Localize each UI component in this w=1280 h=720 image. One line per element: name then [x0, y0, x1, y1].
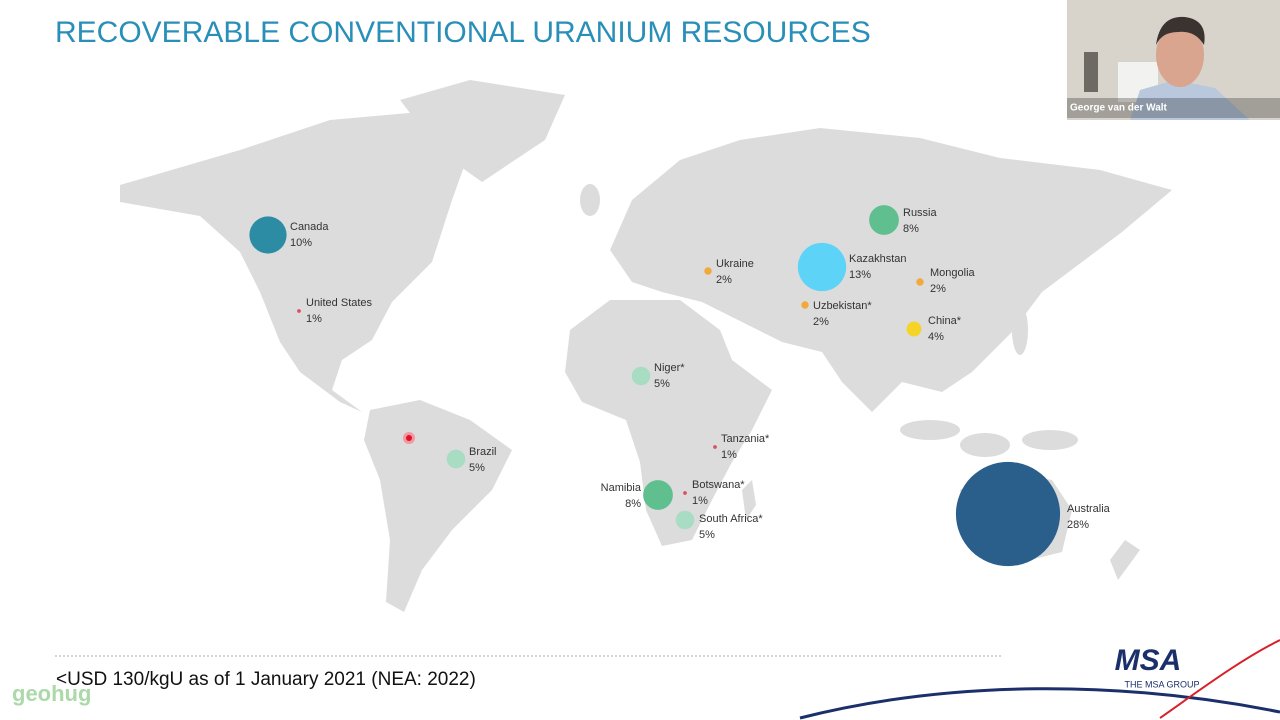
- bubble: [713, 445, 717, 449]
- share-label: 4%: [928, 331, 944, 343]
- bubble: [643, 480, 673, 510]
- bubble: [869, 205, 899, 235]
- share-label: 5%: [654, 378, 670, 390]
- share-label: 10%: [290, 237, 312, 249]
- share-label: 5%: [699, 529, 715, 541]
- share-label: 28%: [1067, 519, 1089, 531]
- logo-tagline: THE MSA GROUP: [1124, 679, 1199, 689]
- bubble: [704, 267, 712, 275]
- share-label: 1%: [306, 313, 322, 325]
- share-label: 2%: [930, 283, 946, 295]
- country-label: Botswana*: [692, 479, 745, 491]
- country-label: Uzbekistan*: [813, 300, 872, 312]
- share-label: 8%: [625, 498, 641, 510]
- country-label: Tanzania*: [721, 433, 770, 445]
- country-label: Canada: [290, 221, 329, 233]
- country-label: Mongolia: [930, 267, 976, 279]
- bubble: [797, 242, 847, 292]
- shirt: [1130, 80, 1250, 120]
- country-label: Namibia: [601, 482, 642, 494]
- country-label: United States: [306, 297, 373, 309]
- footnote: <USD 130/kgU as of 1 January 2021 (NEA: …: [56, 669, 476, 690]
- bubble: [675, 510, 695, 530]
- share-label: 5%: [469, 462, 485, 474]
- title: RECOVERABLE CONVENTIONAL URANIUM RESOURC…: [55, 16, 871, 49]
- bubble: [906, 321, 922, 337]
- country-label: Australia: [1067, 503, 1111, 515]
- country-label: South Africa*: [699, 513, 763, 525]
- bubble: [446, 449, 466, 469]
- share-label: 2%: [716, 274, 732, 286]
- bubble-layer: Canada 10% United States 1% Brazil 5% Niger* 5%…: [249, 205, 1111, 567]
- watermark: geohug: [12, 681, 91, 706]
- bubble: [801, 301, 809, 309]
- country-label: Kazakhstan: [849, 253, 906, 265]
- participant-name: George van der Walt: [1070, 103, 1168, 114]
- video-thumbnail: George van der Walt: [1067, 0, 1280, 120]
- share-label: 13%: [849, 269, 871, 281]
- country-label: Niger*: [654, 362, 685, 374]
- bubble: [916, 278, 924, 286]
- bubble: [297, 309, 301, 313]
- country-label: Ukraine: [716, 258, 754, 270]
- bubble: [631, 366, 651, 386]
- swoosh: [799, 687, 1280, 720]
- bubble: [955, 461, 1061, 567]
- share-label: 1%: [692, 495, 708, 507]
- share-label: 8%: [903, 223, 919, 235]
- bubble: [249, 216, 287, 254]
- face: [1156, 23, 1204, 87]
- country-label: Russia: [903, 207, 938, 219]
- caption-bar: [1067, 98, 1280, 118]
- frame: [1084, 52, 1098, 92]
- country-label: Brazil: [469, 446, 497, 458]
- bubble: [683, 491, 687, 495]
- swoosh-red: [1159, 639, 1280, 719]
- share-label: 2%: [813, 316, 829, 328]
- share-label: 1%: [721, 449, 737, 461]
- hair: [1156, 16, 1205, 45]
- pointer-dot: [406, 435, 412, 441]
- logo-name: MSA: [1115, 644, 1182, 677]
- country-label: China*: [928, 315, 962, 327]
